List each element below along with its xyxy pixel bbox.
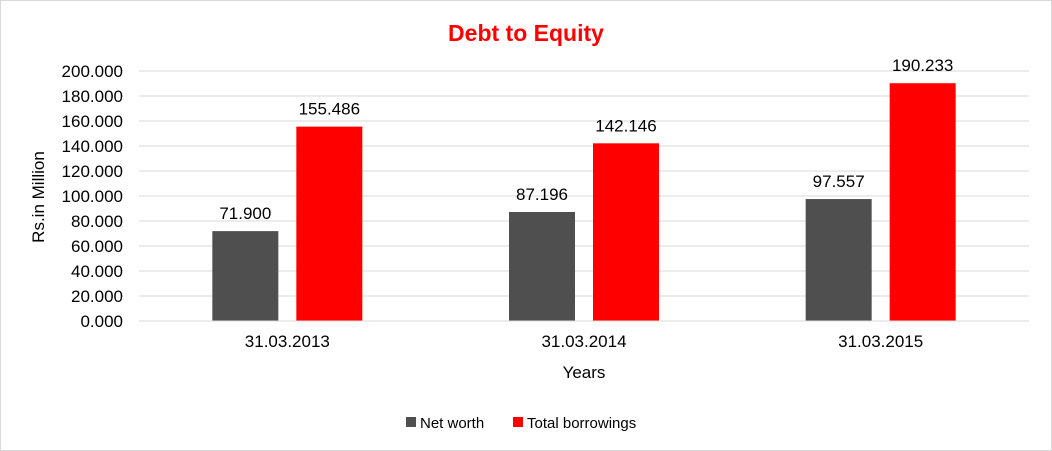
y-tick-label: 80.000 bbox=[71, 212, 123, 231]
y-tick-label: 160.000 bbox=[62, 112, 123, 131]
data-labels: 71.900 155.486 87.196 142.146 97.557 190.233 bbox=[219, 56, 953, 223]
x-tick-label: 31.03.2014 bbox=[541, 332, 626, 351]
legend: Net worth Total borrowings bbox=[406, 415, 636, 432]
y-tick-label: 180.000 bbox=[62, 87, 123, 106]
gridlines bbox=[139, 70, 1029, 297]
data-label: 142.146 bbox=[595, 116, 656, 135]
y-tick-label: 100.000 bbox=[62, 187, 123, 206]
data-label: 87.196 bbox=[516, 185, 568, 204]
chart-title: Debt to Equity bbox=[448, 20, 604, 46]
legend-label: Total borrowings bbox=[527, 415, 636, 432]
y-tick-label: 200.000 bbox=[62, 62, 123, 81]
y-tick-label: 40.000 bbox=[71, 262, 123, 281]
bar-net-worth bbox=[805, 199, 872, 321]
x-axis-tick-labels: 31.03.2013 31.03.2014 31.03.2015 bbox=[245, 332, 923, 351]
x-axis-title: Years bbox=[563, 363, 606, 382]
y-tick-label: 60.000 bbox=[71, 237, 123, 256]
data-label: 190.233 bbox=[892, 56, 953, 75]
x-tick-label: 31.03.2015 bbox=[838, 332, 923, 351]
bar-total-borrowings bbox=[593, 143, 659, 321]
data-label: 71.900 bbox=[219, 204, 271, 223]
y-tick-label: 20.000 bbox=[71, 287, 123, 306]
bar-net-worth bbox=[509, 212, 575, 321]
legend-swatch bbox=[513, 417, 523, 427]
y-axis-title: Rs.in Million bbox=[29, 151, 48, 243]
y-tick-label: 120.000 bbox=[62, 162, 123, 181]
y-axis-tick-labels: 0.000 20.000 40.000 60.000 80.000 100.000 120.… bbox=[62, 62, 123, 331]
legend-label: Net worth bbox=[420, 415, 484, 432]
y-tick-label: 0.000 bbox=[80, 312, 123, 331]
bar-total-borrowings bbox=[296, 126, 363, 321]
bars bbox=[212, 83, 956, 322]
data-label: 97.557 bbox=[813, 172, 865, 191]
x-tick-label: 31.03.2013 bbox=[245, 332, 330, 351]
data-label: 155.486 bbox=[299, 100, 360, 119]
bar-net-worth bbox=[212, 231, 279, 321]
legend-swatch bbox=[406, 417, 416, 427]
bar-total-borrowings bbox=[889, 83, 956, 322]
y-tick-label: 140.000 bbox=[62, 137, 123, 156]
